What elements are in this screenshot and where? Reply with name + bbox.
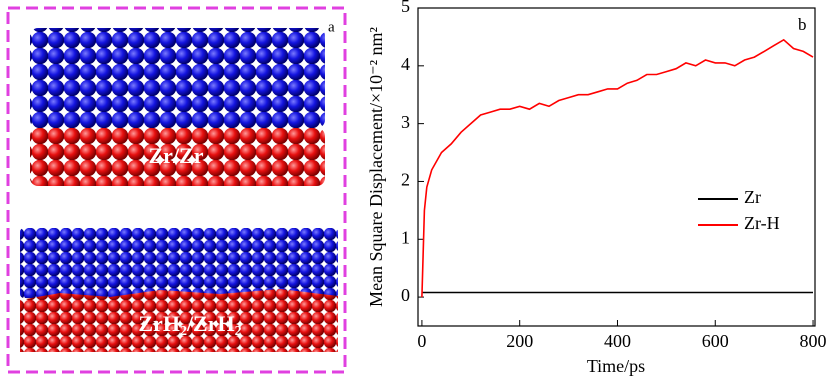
y-tick-label: 5 <box>401 0 410 16</box>
zr-layer <box>30 128 325 186</box>
legend-label: Zr <box>744 187 761 207</box>
panel-label: b <box>798 15 807 34</box>
x-tick-label: 0 <box>417 331 426 351</box>
y-tick-label: 3 <box>401 112 410 132</box>
x-tick-label: 200 <box>506 331 533 351</box>
legend-label: Zr-H <box>744 213 780 233</box>
x-tick-label: 400 <box>604 331 631 351</box>
y-tick-label: 2 <box>401 170 410 190</box>
y-tick-label: 4 <box>401 54 410 74</box>
x-axis-label: Time/ps <box>587 356 645 376</box>
data-line <box>421 38 814 298</box>
y-tick-label: 1 <box>401 227 410 247</box>
y-axis-label: Mean Square Displacement/×10⁻² nm² <box>366 27 386 307</box>
structure-label: ZrH2/ZrH2 <box>138 311 241 339</box>
x-tick-label: 800 <box>800 331 827 351</box>
panel-label: a <box>328 19 335 35</box>
x-tick-label: 600 <box>702 331 729 351</box>
y-tick-label: 0 <box>401 285 410 305</box>
plot-frame <box>417 7 816 327</box>
zr-layer <box>30 28 325 128</box>
structure-label: Zr/Zr <box>149 143 204 168</box>
panel-border <box>6 6 347 374</box>
zrh2-layer <box>20 289 338 352</box>
zrh2-layer <box>20 228 338 298</box>
